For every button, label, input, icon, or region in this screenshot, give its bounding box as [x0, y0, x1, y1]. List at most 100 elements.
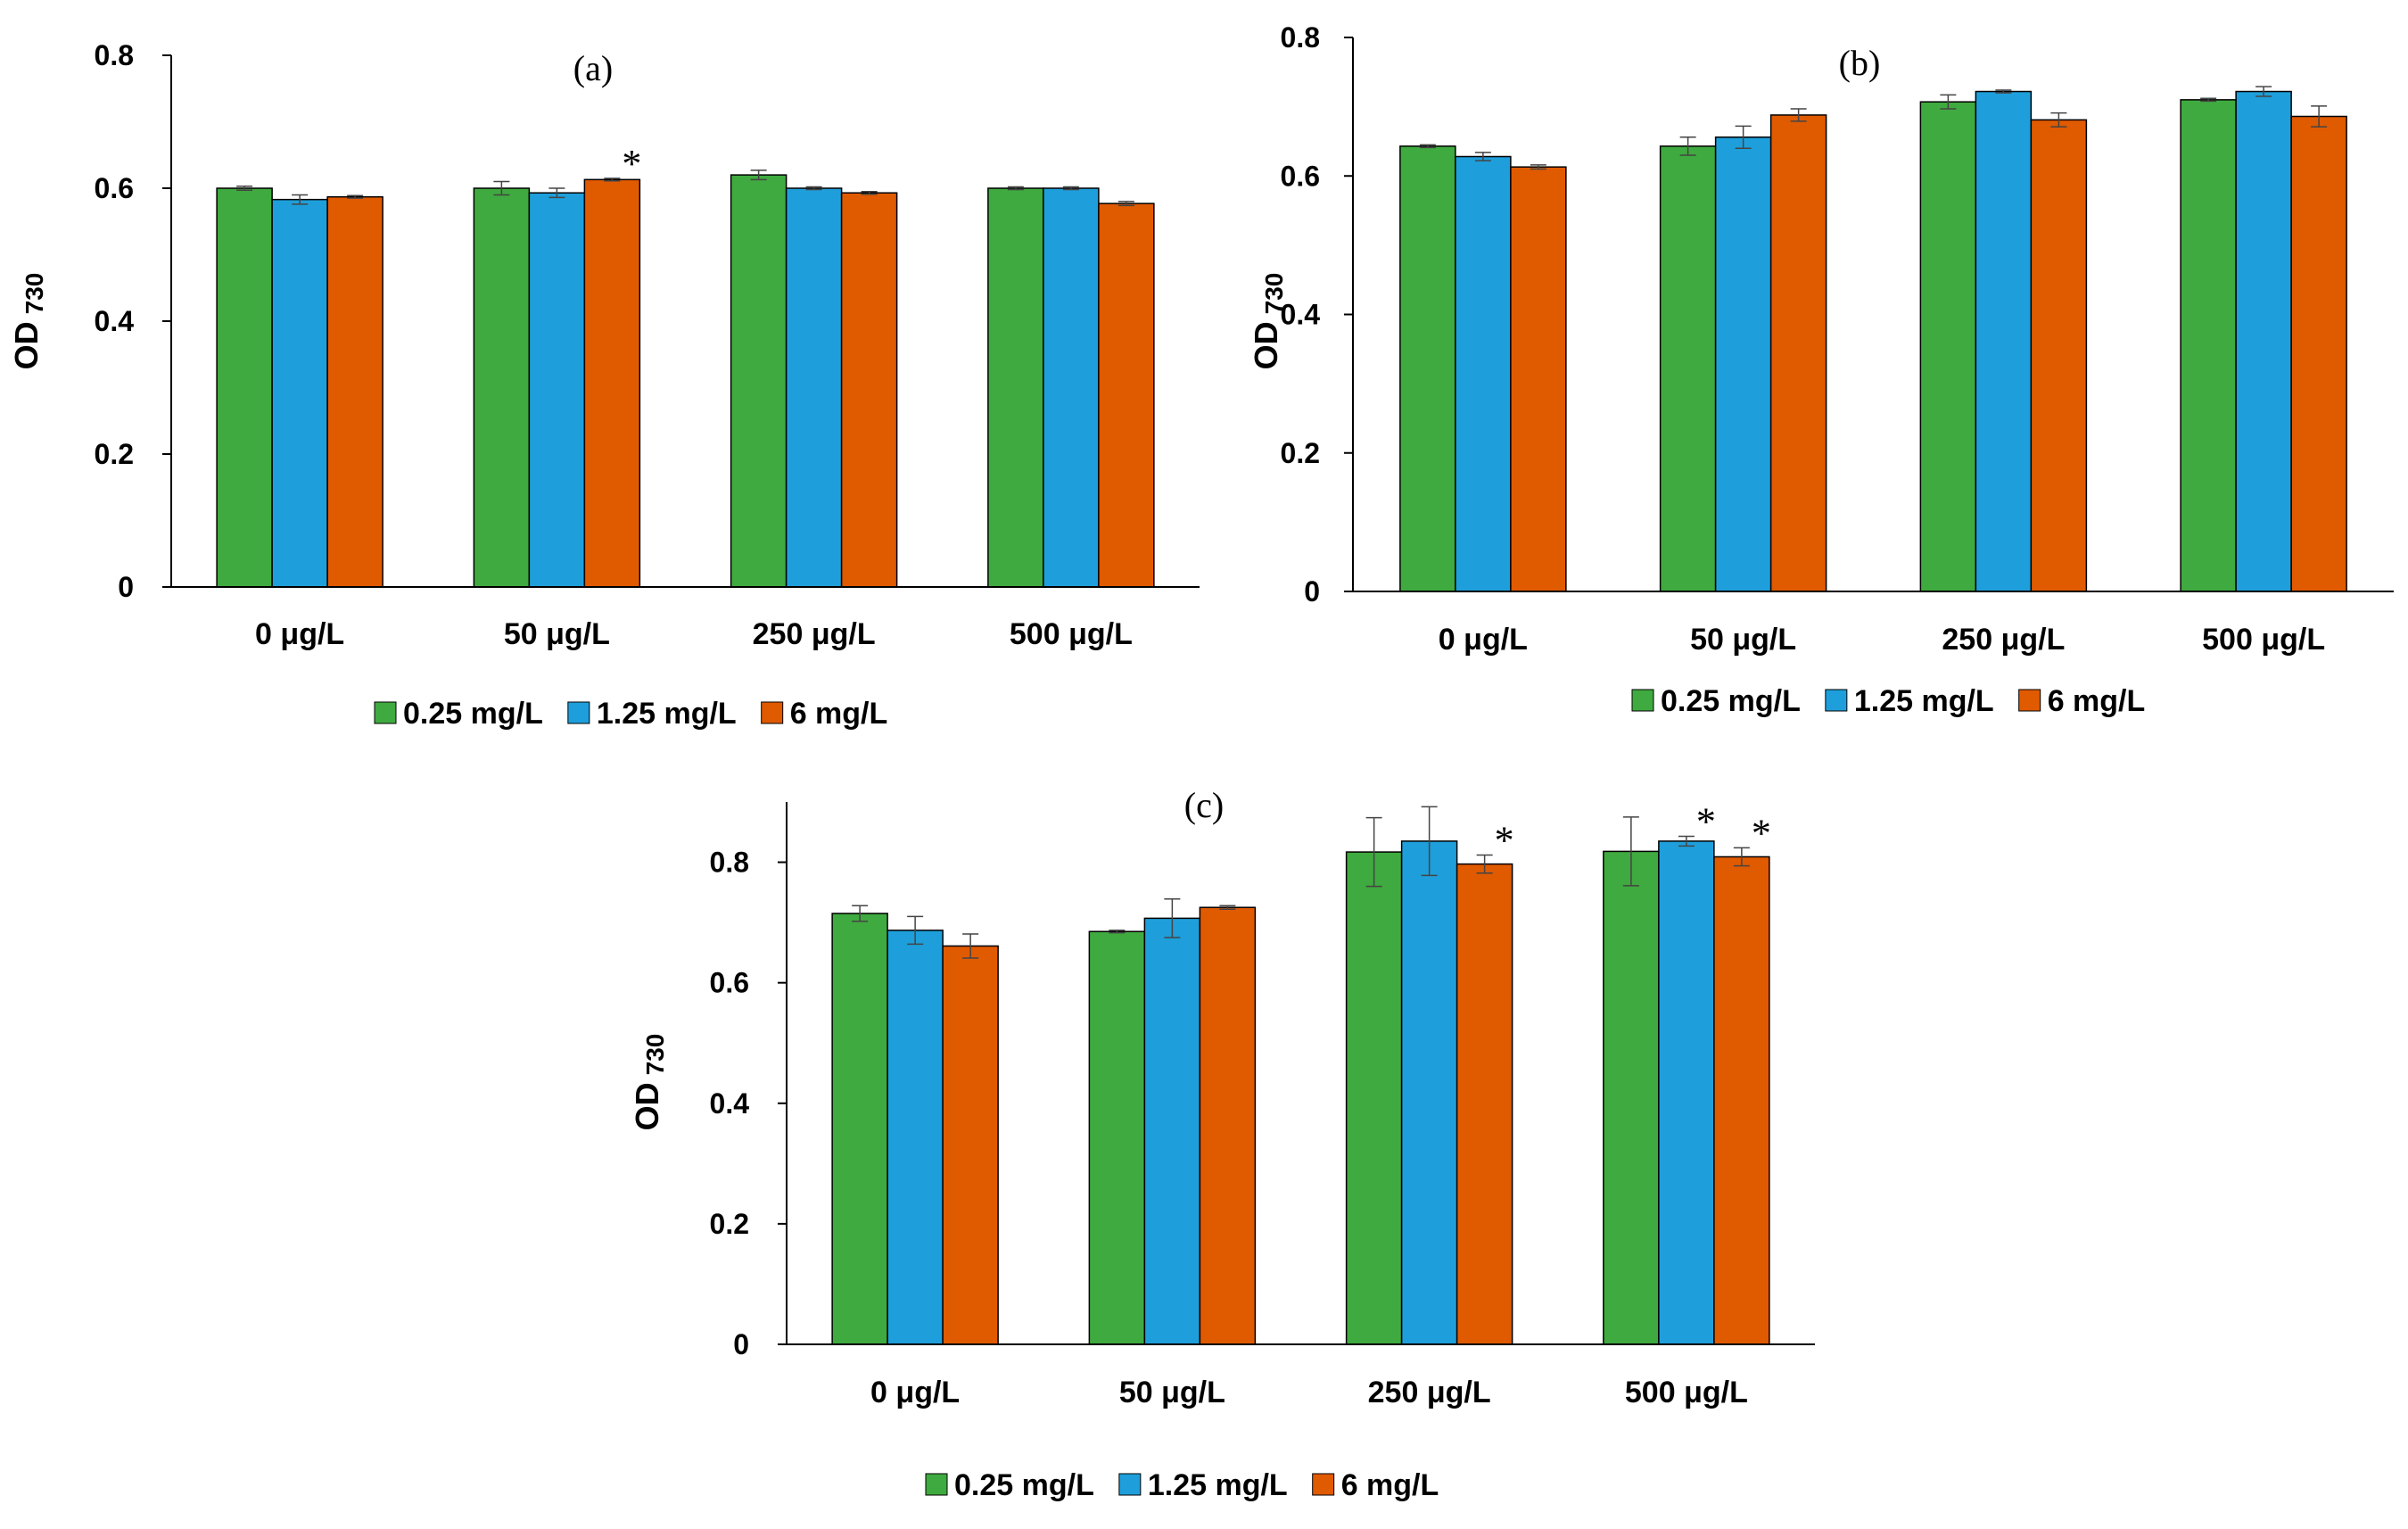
- significance-marker: *: [1495, 818, 1514, 862]
- bar-a-cat3-series1: [1043, 187, 1100, 588]
- legend-label-1: 1.25 mg/L: [597, 697, 737, 731]
- legend-swatch-0: [1631, 689, 1654, 712]
- y-axis-label-main: OD: [1248, 321, 1284, 369]
- chart-title: (b): [1839, 43, 1881, 83]
- x-tick-label: 250 μg/L: [753, 617, 876, 651]
- bar-c-cat1-series1: [1143, 917, 1201, 1345]
- bar-a-cat1-series2: [583, 178, 641, 588]
- x-tick-label: 0 μg/L: [870, 1376, 960, 1409]
- legend-swatch-2: [1312, 1473, 1335, 1496]
- bar-b-cat3-series1: [2235, 90, 2292, 592]
- legend-swatch-2: [761, 701, 784, 724]
- bar-b-cat3-series0: [2180, 99, 2237, 592]
- y-tick-label: 0.6: [95, 172, 134, 204]
- y-axis-label-subscript: 730: [641, 1034, 669, 1076]
- bar-b-cat0-series1: [1455, 155, 1512, 592]
- significance-marker: *: [1696, 800, 1716, 844]
- chart-panel-a: (a) 0 0.2 0.4 0.6 0.8 OD 730 0 μg/L 50 μg/L 250 μg…: [8, 39, 1200, 731]
- bar-a-cat0-series0: [216, 187, 273, 588]
- legend-swatch-1: [1825, 689, 1848, 712]
- bar-c-cat3-series2: [1713, 855, 1770, 1345]
- legend-label-2: 6 mg/L: [1341, 1468, 1439, 1502]
- bar-a-cat2-series0: [730, 174, 788, 588]
- y-tick-label: 0.6: [1281, 160, 1320, 192]
- y-axis-label: OD 730: [8, 273, 48, 370]
- y-axis-label-main: OD: [629, 1082, 665, 1130]
- y-axis-label-subscript: 730: [1260, 273, 1288, 315]
- y-tick-label: 0.8: [1281, 21, 1320, 54]
- bar-b-cat1-series1: [1714, 136, 1772, 592]
- bar-a-cat1-series1: [528, 192, 586, 588]
- legend-label-0: 0.25 mg/L: [1661, 684, 1801, 718]
- bar-c-cat0-series1: [887, 930, 944, 1345]
- bar-a-cat0-series2: [326, 195, 383, 588]
- legend-label-1: 1.25 mg/L: [1148, 1468, 1288, 1502]
- legend: 0.25 mg/L 1.25 mg/L 6 mg/L: [374, 697, 888, 731]
- bar-c-cat3-series1: [1658, 840, 1715, 1345]
- legend: 0.25 mg/L 1.25 mg/L 6 mg/L: [925, 1468, 1439, 1502]
- bar-b-cat1-series2: [1769, 114, 1827, 592]
- y-axis-label: OD 730: [1248, 273, 1288, 370]
- bar-a-cat1-series0: [473, 187, 531, 588]
- bar-b-cat2-series0: [1919, 101, 1977, 592]
- x-tick-label: 500 μg/L: [2202, 623, 2325, 657]
- y-axis-label-subscript: 730: [21, 273, 48, 315]
- legend-swatch-0: [374, 701, 397, 724]
- y-tick-label: 0.2: [710, 1208, 749, 1240]
- bar-c-cat3-series0: [1603, 850, 1660, 1345]
- y-tick-label: 0: [118, 571, 134, 603]
- y-tick-label: 0.4: [1281, 299, 1321, 331]
- y-axis-label: OD 730: [629, 1034, 669, 1131]
- bar-c-cat2-series2: [1456, 863, 1513, 1345]
- bar-a-cat2-series1: [785, 187, 843, 588]
- y-tick-label: 0.8: [710, 847, 749, 879]
- legend-swatch-2: [2018, 689, 2041, 712]
- y-tick-label: 0.4: [710, 1087, 750, 1120]
- bar-a-cat0-series1: [271, 198, 328, 588]
- x-tick-label: 500 μg/L: [1625, 1376, 1748, 1409]
- bar-c-cat1-series2: [1199, 906, 1257, 1345]
- x-tick-label: 0 μg/L: [1439, 623, 1528, 657]
- bar-b-cat2-series2: [2030, 119, 2088, 592]
- y-tick-label: 0.2: [95, 438, 134, 470]
- bar-a-cat2-series2: [840, 192, 898, 588]
- significance-marker: *: [622, 142, 641, 186]
- legend: 0.25 mg/L 1.25 mg/L 6 mg/L: [1631, 684, 2146, 718]
- legend-label-1: 1.25 mg/L: [1854, 684, 1994, 718]
- bar-b-cat2-series1: [1975, 90, 2033, 592]
- y-tick-label: 0.6: [710, 967, 749, 999]
- chart-title: (a): [573, 48, 613, 88]
- y-tick-label: 0.4: [95, 305, 135, 337]
- significance-marker: *: [1752, 811, 1771, 855]
- chart-panel-c: (c) 0 0.2 0.4 0.6 0.8 OD 730 0 μg/L 50 μg/L 250 μg…: [629, 785, 1815, 1502]
- x-tick-label: 50 μg/L: [1690, 623, 1796, 657]
- x-tick-label: 500 μg/L: [1010, 617, 1133, 651]
- y-tick-label: 0.2: [1281, 437, 1320, 469]
- bar-c-cat2-series1: [1400, 840, 1458, 1345]
- x-tick-label: 50 μg/L: [504, 617, 610, 651]
- y-tick-label: 0: [733, 1328, 749, 1360]
- legend-label-0: 0.25 mg/L: [403, 697, 543, 731]
- bar-b-cat0-series2: [1510, 166, 1567, 592]
- bar-a-cat3-series0: [987, 187, 1044, 588]
- bar-c-cat0-series0: [831, 913, 888, 1345]
- legend-label-2: 6 mg/L: [790, 697, 888, 731]
- bar-a-cat3-series2: [1098, 202, 1155, 588]
- bar-c-cat2-series0: [1345, 851, 1403, 1345]
- legend-swatch-1: [567, 701, 590, 724]
- x-tick-label: 250 μg/L: [1942, 623, 2065, 657]
- bar-b-cat0-series0: [1399, 145, 1456, 592]
- y-tick-label: 0.8: [95, 39, 134, 71]
- x-tick-label: 0 μg/L: [255, 617, 344, 651]
- bar-b-cat1-series0: [1659, 145, 1717, 592]
- y-axis-label-main: OD: [8, 321, 45, 369]
- legend-label-2: 6 mg/L: [2048, 684, 2146, 718]
- bar-b-cat3-series2: [2290, 115, 2347, 592]
- legend-swatch-0: [925, 1473, 948, 1496]
- x-tick-label: 250 μg/L: [1368, 1376, 1491, 1409]
- legend-swatch-1: [1118, 1473, 1142, 1496]
- legend-label-0: 0.25 mg/L: [954, 1468, 1094, 1502]
- chart-panel-b: (b) 0 0.2 0.4 0.6 0.8 OD 730 0 μg/L 50 μg/L 250 μg…: [1248, 21, 2394, 718]
- chart-title: (c): [1184, 785, 1224, 825]
